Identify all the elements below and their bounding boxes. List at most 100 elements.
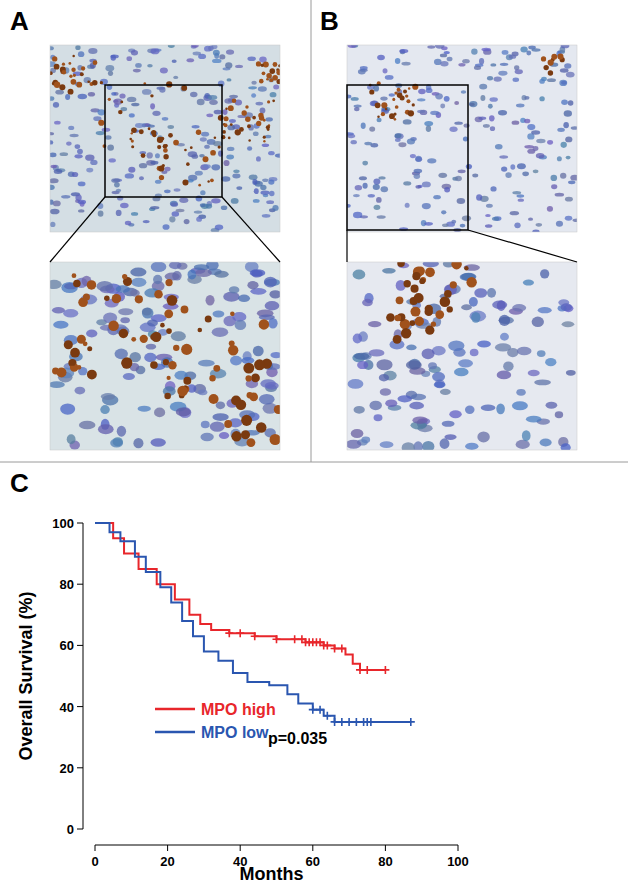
nucleus xyxy=(98,210,104,216)
censor-mark xyxy=(338,718,346,726)
nucleus xyxy=(171,331,186,341)
nucleus xyxy=(111,178,120,183)
nucleus xyxy=(561,142,567,148)
nucleus xyxy=(490,63,496,66)
nucleus xyxy=(247,281,258,289)
nucleus xyxy=(485,224,492,227)
nucleus xyxy=(435,93,443,99)
stain xyxy=(224,123,228,127)
tissue-background xyxy=(347,45,577,232)
nucleus xyxy=(118,308,133,315)
nucleus xyxy=(169,216,175,222)
censor-mark xyxy=(345,718,353,726)
nucleus xyxy=(480,95,485,101)
nucleus xyxy=(403,119,412,124)
stain xyxy=(225,107,228,110)
stain xyxy=(210,150,216,156)
nucleus xyxy=(377,55,385,60)
stain xyxy=(83,341,88,346)
nucleus xyxy=(72,172,78,177)
nucleus xyxy=(348,45,357,48)
nucleus xyxy=(78,51,84,57)
nucleus xyxy=(198,360,215,367)
stain xyxy=(273,62,278,67)
nucleus xyxy=(517,163,526,169)
stain xyxy=(168,133,173,138)
nucleus xyxy=(67,434,76,444)
nucleus xyxy=(379,374,389,382)
nucleus xyxy=(469,101,477,107)
image-border xyxy=(347,262,577,450)
nucleus xyxy=(221,205,228,210)
nucleus xyxy=(474,66,481,70)
nucleus xyxy=(461,90,466,93)
nucleus xyxy=(110,439,123,448)
nucleus xyxy=(201,421,210,428)
nucleus xyxy=(385,75,394,80)
nucleus xyxy=(493,76,501,81)
nucleus xyxy=(500,333,509,341)
nucleus xyxy=(204,145,210,149)
stain xyxy=(464,266,468,270)
stain xyxy=(408,110,414,116)
stain xyxy=(131,127,137,133)
stain xyxy=(62,63,65,66)
nucleus xyxy=(417,110,425,113)
nucleus xyxy=(422,348,435,359)
stain xyxy=(394,118,397,121)
stain xyxy=(205,316,212,323)
nucleus xyxy=(144,353,156,362)
stain xyxy=(196,130,201,135)
nucleus xyxy=(524,119,530,124)
nucleus xyxy=(360,66,368,70)
nucleus xyxy=(206,113,213,117)
stain xyxy=(100,81,103,84)
nucleus xyxy=(128,167,135,173)
tissue-background xyxy=(347,262,577,450)
x-axis-label: Months xyxy=(240,864,304,884)
x-tick xyxy=(95,845,96,851)
stain xyxy=(259,79,264,84)
nucleus xyxy=(50,222,55,227)
stain xyxy=(270,68,276,74)
nucleus xyxy=(427,158,436,163)
nucleus xyxy=(382,268,396,274)
stain xyxy=(224,116,229,121)
nucleus xyxy=(107,145,114,151)
y-tick xyxy=(77,829,83,830)
nucleus xyxy=(272,205,278,211)
stain xyxy=(218,146,221,149)
nucleus xyxy=(374,414,383,421)
nucleus xyxy=(85,155,94,161)
stain xyxy=(393,335,402,344)
nucleus xyxy=(538,307,552,313)
nucleus xyxy=(534,379,551,385)
stain xyxy=(69,75,72,78)
y-tick xyxy=(77,645,83,646)
nucleus xyxy=(479,84,487,90)
nucleus xyxy=(75,387,86,395)
nucleus xyxy=(123,373,135,380)
nucleus xyxy=(451,220,456,224)
nucleus xyxy=(180,86,186,92)
nucleus xyxy=(406,345,416,351)
nucleus xyxy=(369,401,382,410)
nucleus xyxy=(347,440,361,449)
x-tick xyxy=(167,845,168,851)
nucleus xyxy=(78,182,86,187)
stain xyxy=(247,124,251,128)
stain xyxy=(447,306,453,312)
nucleus xyxy=(216,401,225,409)
nucleus xyxy=(160,67,168,73)
nucleus xyxy=(560,68,569,72)
nucleus xyxy=(108,71,113,76)
nucleus xyxy=(200,190,205,195)
stain xyxy=(381,102,387,108)
legend-swatch xyxy=(155,708,195,711)
stain xyxy=(104,295,110,301)
nucleus xyxy=(462,59,470,64)
nucleus xyxy=(440,104,445,109)
stain xyxy=(87,346,92,351)
nucleus xyxy=(213,141,222,146)
nucleus xyxy=(195,171,203,176)
